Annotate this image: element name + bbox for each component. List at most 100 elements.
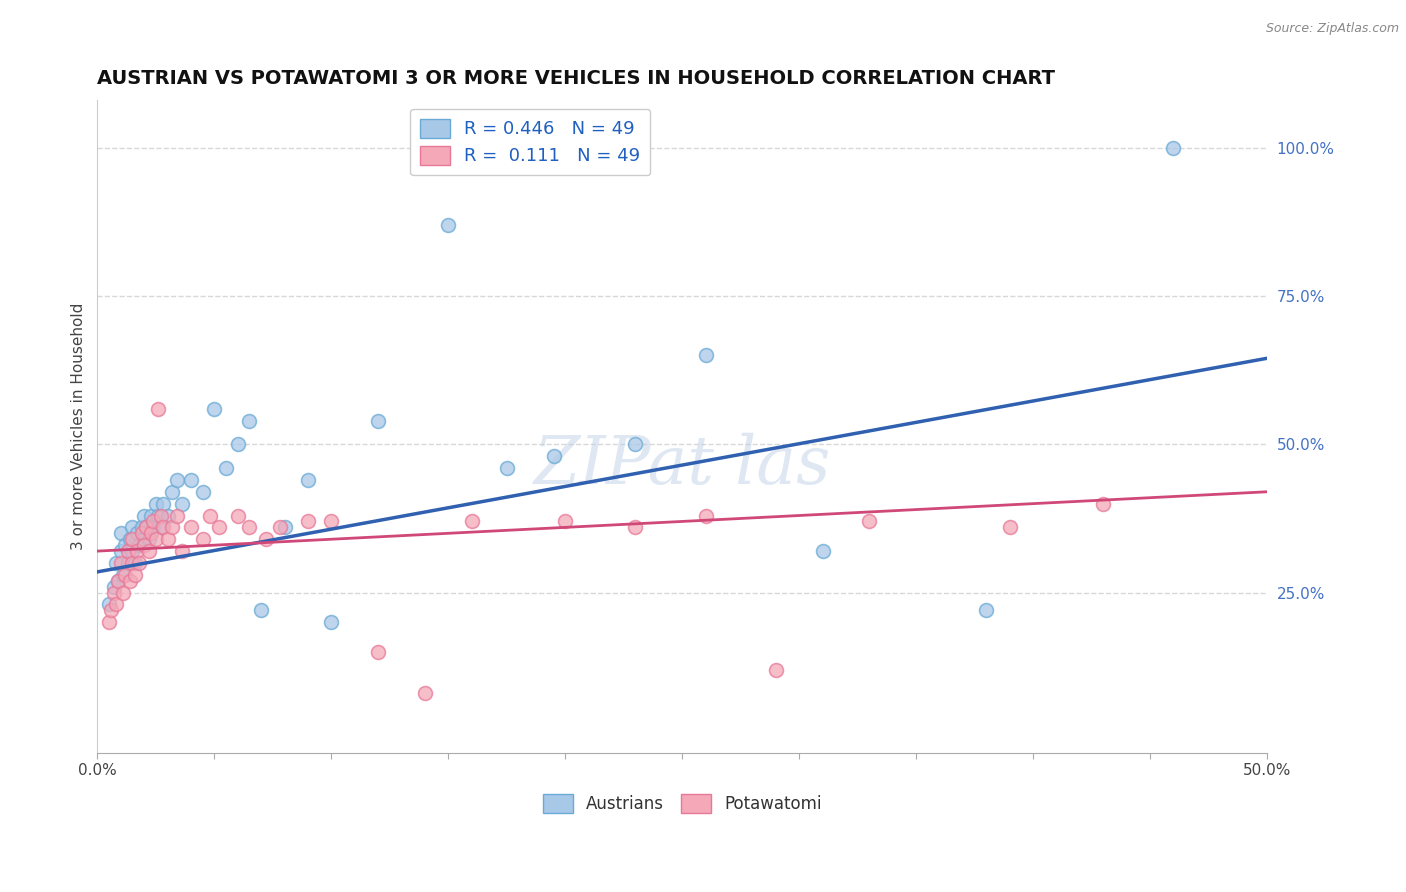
Point — [114, 567, 136, 582]
Point — [110, 556, 132, 570]
Point — [170, 497, 193, 511]
Point — [624, 437, 647, 451]
Point — [135, 520, 157, 534]
Point — [624, 520, 647, 534]
Point — [103, 580, 125, 594]
Text: ZIPat las: ZIPat las — [533, 433, 831, 499]
Point — [413, 686, 436, 700]
Point — [152, 497, 174, 511]
Point — [145, 533, 167, 547]
Point — [105, 556, 128, 570]
Point — [134, 538, 156, 552]
Point — [695, 508, 717, 523]
Point — [120, 574, 142, 588]
Point — [297, 515, 319, 529]
Point — [127, 526, 149, 541]
Point — [152, 520, 174, 534]
Point — [146, 508, 169, 523]
Point — [131, 520, 153, 534]
Point — [976, 603, 998, 617]
Point — [146, 401, 169, 416]
Y-axis label: 3 or more Vehicles in Household: 3 or more Vehicles in Household — [72, 302, 86, 550]
Text: Source: ZipAtlas.com: Source: ZipAtlas.com — [1265, 22, 1399, 36]
Point — [208, 520, 231, 534]
Point — [124, 567, 146, 582]
Point — [121, 544, 143, 558]
Text: AUSTRIAN VS POTAWATOMI 3 OR MORE VEHICLES IN HOUSEHOLD CORRELATION CHART: AUSTRIAN VS POTAWATOMI 3 OR MORE VEHICLE… — [97, 69, 1056, 87]
Point — [134, 533, 156, 547]
Point — [765, 663, 787, 677]
Point — [100, 603, 122, 617]
Point — [321, 515, 343, 529]
Point — [198, 508, 221, 523]
Point — [141, 526, 163, 541]
Point — [110, 544, 132, 558]
Point — [160, 520, 183, 534]
Point — [107, 574, 129, 588]
Point — [142, 515, 165, 529]
Point — [166, 473, 188, 487]
Point — [127, 544, 149, 558]
Point — [215, 461, 238, 475]
Point — [170, 544, 193, 558]
Point — [105, 598, 128, 612]
Point — [811, 544, 834, 558]
Point — [202, 401, 225, 416]
Point — [554, 515, 576, 529]
Point — [367, 413, 389, 427]
Point — [128, 556, 150, 570]
Point — [121, 533, 143, 547]
Point — [120, 533, 142, 547]
Point — [134, 508, 156, 523]
Point — [437, 218, 460, 232]
Point — [191, 533, 214, 547]
Point — [160, 484, 183, 499]
Point — [166, 508, 188, 523]
Point — [858, 515, 880, 529]
Point — [110, 526, 132, 541]
Point — [98, 598, 121, 612]
Point — [180, 520, 202, 534]
Point — [254, 533, 277, 547]
Point — [107, 574, 129, 588]
Point — [1092, 497, 1115, 511]
Point — [226, 437, 249, 451]
Point — [695, 348, 717, 362]
Point — [138, 544, 160, 558]
Point — [121, 520, 143, 534]
Point — [367, 645, 389, 659]
Point — [142, 520, 165, 534]
Point — [226, 508, 249, 523]
Point — [250, 603, 273, 617]
Point — [149, 520, 172, 534]
Point — [238, 520, 260, 534]
Point — [238, 413, 260, 427]
Point — [117, 556, 139, 570]
Point — [112, 567, 135, 582]
Point — [998, 520, 1021, 534]
Point — [135, 520, 157, 534]
Point — [128, 538, 150, 552]
Point — [273, 520, 295, 534]
Point — [138, 533, 160, 547]
Point — [495, 461, 517, 475]
Point — [131, 526, 153, 541]
Point — [543, 449, 565, 463]
Point — [321, 615, 343, 630]
Point — [156, 533, 179, 547]
Point — [460, 515, 482, 529]
Point — [269, 520, 291, 534]
Point — [114, 538, 136, 552]
Point — [141, 508, 163, 523]
Point — [121, 556, 143, 570]
Point — [156, 508, 179, 523]
Point — [112, 585, 135, 599]
Point — [1163, 141, 1185, 155]
Point — [103, 585, 125, 599]
Point — [297, 473, 319, 487]
Point — [149, 508, 172, 523]
Point — [180, 473, 202, 487]
Point — [124, 556, 146, 570]
Point — [117, 544, 139, 558]
Point — [191, 484, 214, 499]
